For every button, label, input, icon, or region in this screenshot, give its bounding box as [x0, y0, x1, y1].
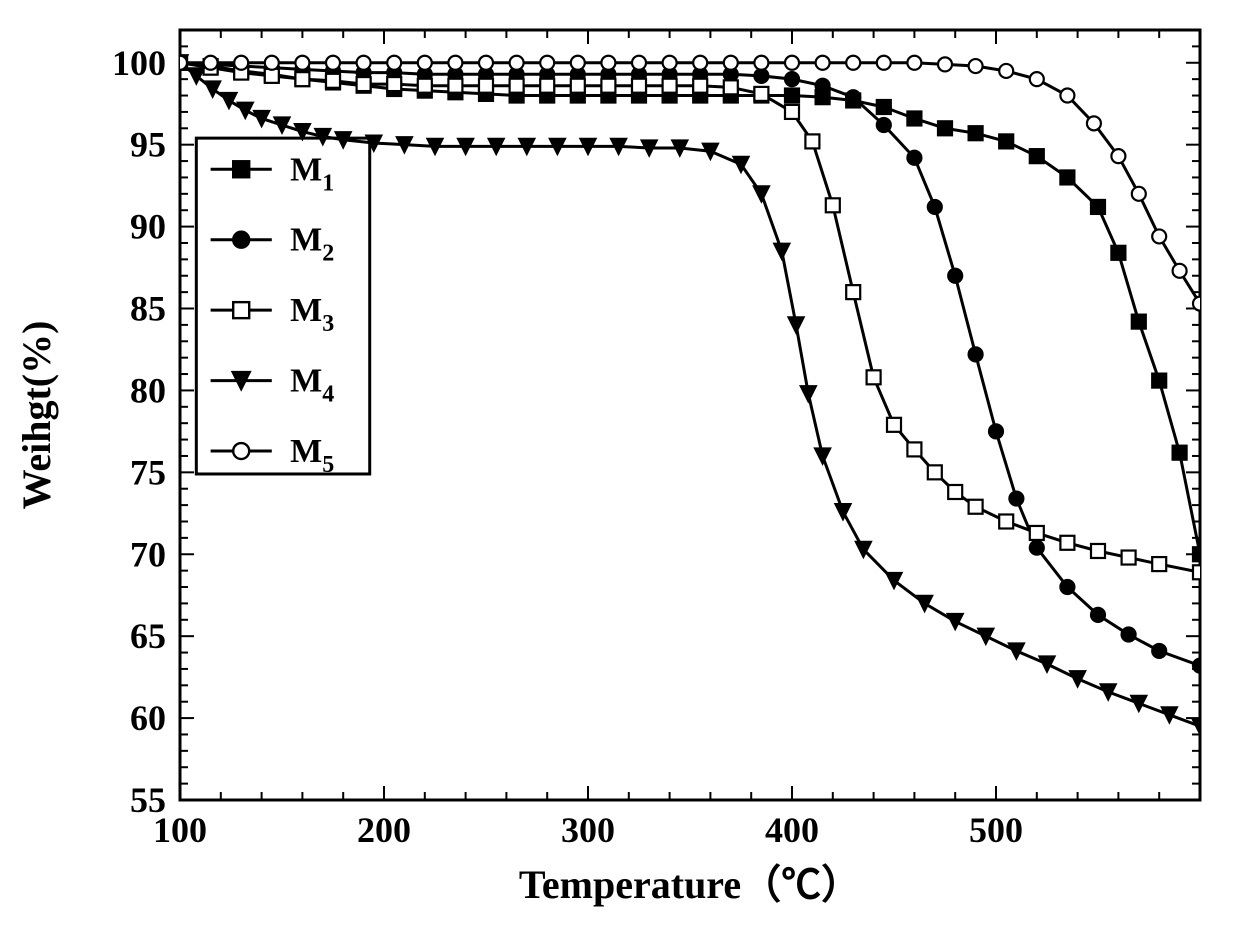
- x-tick-label: 200: [357, 810, 411, 850]
- y-tick-label: 60: [130, 698, 166, 738]
- tga-chart: 100200300400500556065707580859095100Temp…: [0, 0, 1240, 935]
- x-axis-label: Temperature（℃）: [519, 862, 861, 907]
- y-tick-label: 80: [130, 370, 166, 410]
- y-tick-label: 100: [112, 43, 166, 83]
- chart-svg: 100200300400500556065707580859095100Temp…: [0, 0, 1240, 935]
- y-tick-label: 75: [130, 452, 166, 492]
- y-tick-label: 70: [130, 534, 166, 574]
- y-tick-label: 55: [130, 780, 166, 820]
- y-tick-label: 95: [130, 125, 166, 165]
- x-tick-label: 500: [969, 810, 1023, 850]
- y-tick-label: 85: [130, 289, 166, 329]
- y-tick-label: 65: [130, 616, 166, 656]
- y-axis-label: Weihgt(%): [14, 321, 59, 510]
- y-tick-label: 90: [130, 207, 166, 247]
- x-tick-label: 300: [561, 810, 615, 850]
- x-tick-label: 400: [765, 810, 819, 850]
